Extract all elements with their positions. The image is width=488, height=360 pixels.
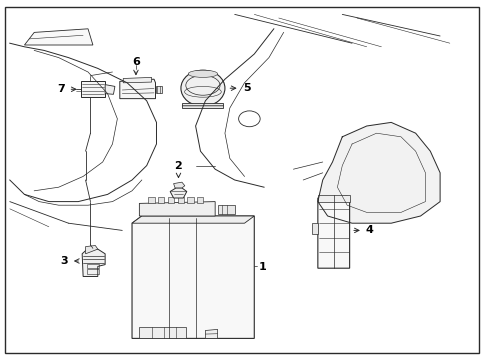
Bar xyxy=(87,264,99,268)
Text: 6: 6 xyxy=(132,57,140,67)
Polygon shape xyxy=(139,327,185,338)
Text: 2: 2 xyxy=(174,161,182,171)
Polygon shape xyxy=(120,79,155,99)
Ellipse shape xyxy=(188,70,217,77)
Bar xyxy=(187,197,193,203)
Polygon shape xyxy=(139,202,215,216)
Polygon shape xyxy=(24,29,93,45)
Polygon shape xyxy=(105,85,115,94)
Polygon shape xyxy=(217,205,234,214)
Polygon shape xyxy=(311,223,317,234)
Polygon shape xyxy=(82,248,105,276)
Text: 3: 3 xyxy=(60,256,67,266)
Bar xyxy=(167,197,174,203)
Bar xyxy=(197,197,203,203)
Ellipse shape xyxy=(181,70,224,106)
Text: 5: 5 xyxy=(243,83,250,93)
Polygon shape xyxy=(182,103,223,108)
Bar xyxy=(148,197,154,203)
Polygon shape xyxy=(132,216,254,223)
Polygon shape xyxy=(205,329,217,338)
Polygon shape xyxy=(132,216,254,338)
Polygon shape xyxy=(317,122,439,223)
Polygon shape xyxy=(123,77,151,83)
Polygon shape xyxy=(170,188,186,198)
Polygon shape xyxy=(173,182,184,188)
Text: 1: 1 xyxy=(258,262,265,272)
Bar xyxy=(177,197,183,203)
Text: 7: 7 xyxy=(57,84,65,94)
Polygon shape xyxy=(155,86,162,93)
Polygon shape xyxy=(317,195,349,202)
Polygon shape xyxy=(317,196,349,268)
Text: 4: 4 xyxy=(365,225,373,235)
Polygon shape xyxy=(85,246,98,254)
Bar xyxy=(87,269,99,274)
Polygon shape xyxy=(81,81,105,97)
Bar xyxy=(158,197,164,203)
